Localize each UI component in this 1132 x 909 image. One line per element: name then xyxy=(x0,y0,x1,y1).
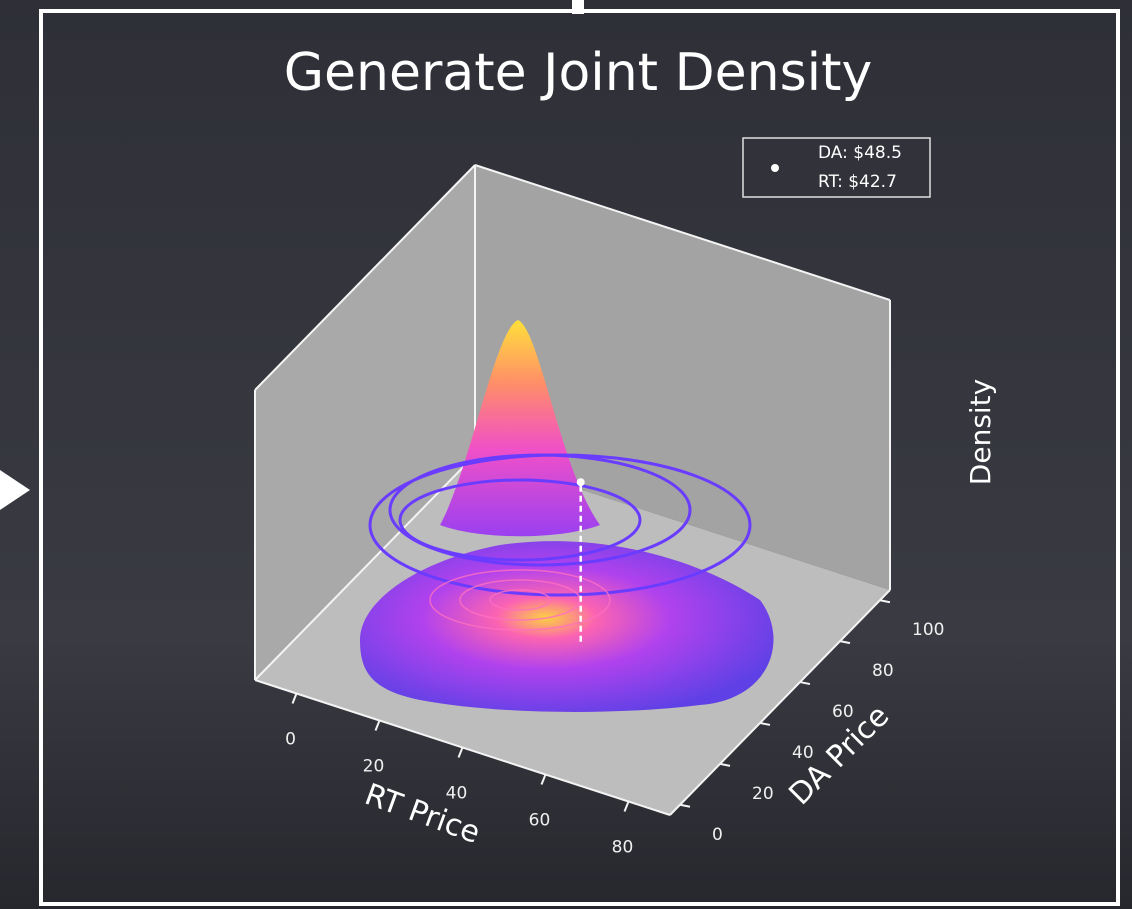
y-tick-label: 80 xyxy=(872,661,894,681)
x-tick-label: 80 xyxy=(612,838,634,858)
x-tick-label: 0 xyxy=(285,730,296,750)
y-tick-label: 20 xyxy=(752,784,774,804)
point xyxy=(577,478,585,486)
y-tick-label: 0 xyxy=(712,825,723,845)
legend-label: DA: $48.5 xyxy=(818,143,902,163)
chart: Generate Joint Density 02040608002040608… xyxy=(0,0,1132,909)
chart-title: Generate Joint Density xyxy=(284,43,873,103)
x-tick-label: 40 xyxy=(446,784,468,804)
y-tick-label: 100 xyxy=(912,620,944,640)
x-tick-label: 20 xyxy=(363,757,385,777)
legend-marker xyxy=(771,164,779,172)
connector xyxy=(572,0,584,14)
legend-label: RT: $42.7 xyxy=(818,172,897,192)
z-axis-label: Density xyxy=(964,379,997,485)
x-tick-label: 60 xyxy=(529,811,551,831)
